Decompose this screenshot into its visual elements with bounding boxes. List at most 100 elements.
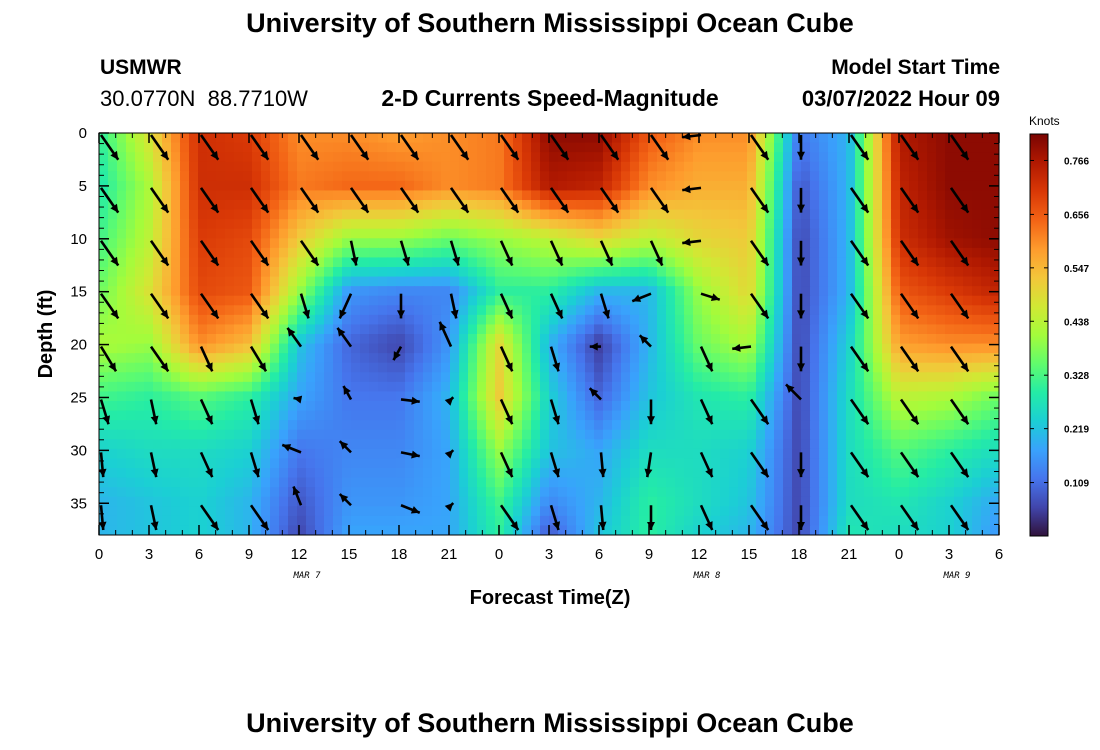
heatmap-cell: [981, 209, 991, 220]
heatmap-cell: [360, 142, 370, 153]
heatmap-cell: [297, 420, 307, 431]
heatmap-cell: [333, 334, 343, 345]
heatmap-cell: [729, 314, 739, 326]
heatmap-cell: [963, 286, 973, 297]
heatmap-cell: [432, 238, 442, 249]
heatmap-cell: [900, 133, 910, 144]
heatmap-cell: [936, 343, 946, 354]
heatmap-cell: [900, 209, 910, 220]
heatmap-cell: [342, 314, 352, 326]
heatmap-cell: [387, 458, 397, 469]
heatmap-cell: [405, 372, 415, 383]
heatmap-cell: [855, 190, 865, 201]
heatmap-cell: [783, 257, 793, 268]
heatmap-cell: [234, 190, 244, 201]
heatmap-cell: [162, 209, 172, 220]
heatmap-cell: [171, 152, 181, 163]
heatmap-cell: [765, 324, 775, 335]
current-vector-head: [205, 468, 213, 478]
heatmap-cell: [522, 420, 532, 431]
heatmap-cell: [306, 276, 316, 287]
heatmap-cell: [486, 429, 496, 440]
heatmap-cell: [774, 353, 784, 364]
heatmap-cell: [837, 267, 847, 278]
heatmap-cell: [972, 487, 982, 498]
heatmap-cell: [567, 324, 577, 335]
current-vector-head: [360, 203, 369, 213]
heatmap-cell: [162, 171, 172, 182]
heatmap-cell: [162, 429, 172, 440]
heatmap-cell: [747, 276, 757, 287]
heatmap-cell: [342, 381, 352, 393]
heatmap-cell: [765, 228, 775, 239]
heatmap-cell: [630, 420, 640, 431]
heatmap-cell: [306, 219, 316, 230]
heatmap-cell: [549, 238, 559, 249]
heatmap-cell: [909, 496, 919, 507]
heatmap-cell: [693, 209, 703, 220]
heatmap-cell: [162, 324, 172, 335]
heatmap-cell: [648, 305, 658, 316]
heatmap-cell: [531, 420, 541, 431]
heatmap-cell: [630, 439, 640, 450]
heatmap-cell: [189, 362, 199, 373]
heatmap-cell: [828, 324, 838, 335]
heatmap-cell: [873, 381, 883, 393]
heatmap-cell: [918, 190, 928, 201]
heatmap-cell: [810, 372, 820, 383]
y-tick-label: 0: [79, 125, 87, 142]
heatmap-cell: [324, 238, 334, 249]
heatmap-cell: [297, 276, 307, 287]
heatmap-cell: [783, 410, 793, 421]
heatmap-cell: [297, 353, 307, 364]
heatmap-cell: [792, 276, 802, 287]
heatmap-cell: [315, 343, 325, 354]
heatmap-cell: [639, 506, 649, 517]
heatmap-cell: [594, 496, 604, 507]
heatmap-cell: [243, 468, 253, 479]
heatmap-cell: [864, 171, 874, 182]
heatmap-cell: [576, 477, 586, 488]
heatmap-cell: [783, 200, 793, 211]
heatmap-cell: [477, 161, 487, 172]
current-vector-head: [339, 441, 349, 450]
heatmap-cell: [693, 314, 703, 326]
heatmap-cell: [270, 343, 280, 354]
heatmap-cell: [666, 334, 676, 345]
heatmap-cell: [810, 448, 820, 460]
heatmap-cell: [423, 353, 433, 364]
heatmap-cell: [945, 487, 955, 498]
heatmap-cell: [252, 267, 262, 278]
heatmap-cell: [270, 133, 280, 144]
heatmap-cell: [180, 477, 190, 488]
heatmap-cell: [324, 410, 334, 421]
heatmap-cell: [747, 267, 757, 278]
heatmap-cell: [486, 525, 496, 535]
heatmap-cell: [720, 257, 730, 268]
heatmap-cell: [981, 324, 991, 335]
heatmap-cell: [990, 429, 999, 440]
heatmap-cell: [243, 525, 253, 535]
heatmap-cell: [540, 429, 550, 440]
current-vector-head: [287, 327, 296, 337]
heatmap-cell: [369, 200, 379, 211]
heatmap-cell: [270, 372, 280, 383]
heatmap-cell: [720, 496, 730, 507]
heatmap-cell: [378, 506, 388, 517]
heatmap-cell: [441, 180, 451, 192]
heatmap-cell: [729, 334, 739, 345]
heatmap-cell: [504, 200, 514, 211]
heatmap-cell: [180, 133, 190, 144]
heatmap-cell: [387, 209, 397, 220]
heatmap-cell: [891, 209, 901, 220]
heatmap-cell: [657, 353, 667, 364]
current-vector-head: [705, 521, 713, 531]
heatmap-cell: [324, 219, 334, 230]
heatmap-cell: [441, 142, 451, 153]
heatmap-cell: [243, 439, 253, 450]
heatmap-cell: [648, 487, 658, 498]
current-vector-head: [205, 415, 213, 425]
heatmap-cell: [828, 286, 838, 297]
heatmap-cell: [225, 295, 235, 306]
heatmap-cell: [648, 276, 658, 287]
